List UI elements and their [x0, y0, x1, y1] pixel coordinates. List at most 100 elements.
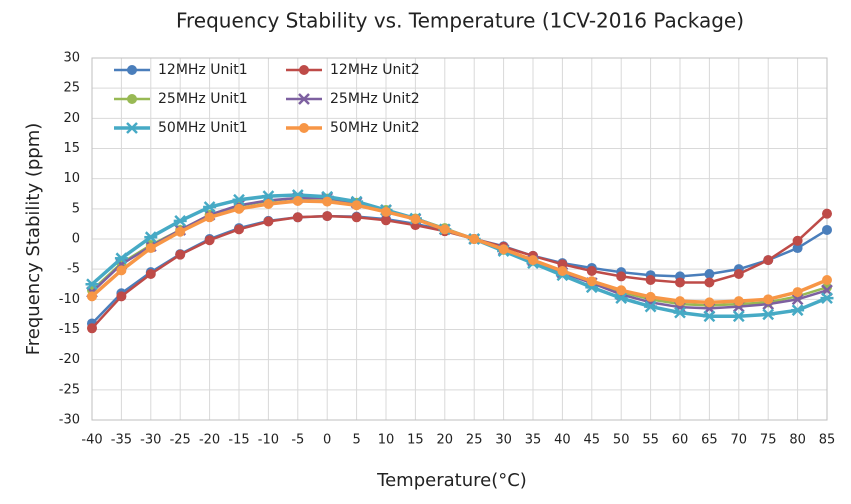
point — [127, 94, 137, 104]
point — [145, 268, 156, 279]
point — [439, 224, 450, 235]
point — [410, 214, 421, 225]
x-tick-label: -25 — [170, 433, 191, 448]
point — [733, 268, 744, 279]
x-tick-label: 20 — [437, 433, 454, 448]
point — [822, 224, 832, 235]
point — [234, 203, 244, 214]
point-stroke — [298, 93, 310, 105]
point — [675, 296, 685, 307]
legend-label: 25MHz Unit2 — [330, 91, 420, 107]
point — [204, 212, 215, 223]
point — [586, 265, 597, 276]
point — [614, 292, 628, 305]
x-tick-label: 40 — [554, 433, 571, 448]
point — [763, 294, 774, 305]
point — [263, 199, 274, 210]
x-tick-label: 50 — [613, 433, 630, 448]
x-tick-label: 45 — [584, 433, 601, 448]
point — [644, 300, 658, 313]
point — [528, 255, 538, 266]
point — [616, 285, 627, 296]
point — [292, 195, 303, 206]
legend-label: 50MHz Unit2 — [330, 120, 420, 136]
point — [820, 292, 834, 305]
point — [616, 271, 627, 282]
point — [125, 122, 139, 134]
legend-label: 50MHz Unit1 — [158, 120, 248, 136]
point — [85, 278, 99, 291]
legend-label: 25MHz Unit1 — [158, 91, 248, 107]
point — [792, 287, 803, 298]
point — [351, 200, 362, 211]
point — [673, 306, 687, 319]
point — [704, 297, 715, 308]
point — [792, 235, 803, 246]
y-tick-label: -20 — [59, 352, 80, 367]
point — [116, 291, 127, 302]
point — [586, 276, 597, 287]
y-tick-label: 10 — [63, 171, 80, 186]
point — [791, 304, 805, 317]
point — [704, 268, 715, 279]
point — [87, 291, 97, 302]
point — [792, 243, 803, 254]
point — [732, 310, 746, 323]
legend-label: 12MHz Unit1 — [158, 62, 248, 78]
x-tick-label: -10 — [258, 433, 279, 448]
x-tick-label: 0 — [323, 433, 331, 448]
x-tick-label: 85 — [819, 433, 836, 448]
y-tick-label: -10 — [59, 292, 80, 307]
x-tick-label: 55 — [642, 433, 659, 448]
point — [234, 224, 244, 235]
x-tick-label: -35 — [111, 433, 132, 448]
y-tick-label: -15 — [59, 322, 80, 337]
x-tick-label: 65 — [701, 433, 718, 448]
point — [116, 265, 127, 276]
point — [173, 215, 187, 227]
y-tick-label: 30 — [63, 51, 80, 66]
point — [298, 93, 310, 105]
y-tick-label: 5 — [72, 201, 80, 216]
point — [381, 215, 391, 226]
point — [203, 201, 217, 213]
x-tick-label: 30 — [495, 433, 512, 448]
x-tick-label: -40 — [81, 433, 102, 448]
point — [261, 190, 275, 203]
point-stroke — [791, 293, 804, 306]
point — [114, 252, 128, 265]
y-tick-label: -5 — [67, 262, 80, 277]
y-tick-label: 25 — [63, 81, 80, 96]
y-tick-label: 20 — [63, 111, 80, 126]
point — [702, 310, 716, 323]
x-tick-label: 70 — [731, 433, 748, 448]
point — [761, 308, 775, 321]
x-axis-title: Temperature(°C) — [376, 470, 527, 491]
y-tick-label: 15 — [63, 141, 80, 156]
point — [704, 277, 715, 288]
y-axis-title: Frequency Stability (ppm) — [23, 123, 44, 356]
x-tick-label: 5 — [352, 433, 360, 448]
point — [175, 226, 186, 237]
chart-title: Frequency Stability vs. Temperature (1CV… — [176, 9, 744, 33]
point — [299, 123, 309, 133]
y-tick-label: -30 — [59, 413, 80, 428]
point — [292, 212, 303, 223]
point — [822, 275, 832, 286]
point — [127, 65, 137, 75]
point — [351, 212, 362, 223]
x-tick-label: -15 — [228, 433, 249, 448]
point — [675, 277, 685, 288]
x-tick-label: 25 — [466, 433, 483, 448]
legend-label: 12MHz Unit2 — [330, 62, 420, 78]
point — [645, 275, 656, 286]
point — [144, 231, 158, 244]
point — [791, 293, 804, 306]
point — [557, 265, 568, 276]
point — [263, 216, 274, 227]
y-tick-label: 0 — [72, 232, 80, 247]
x-tick-label: -20 — [199, 433, 220, 448]
point — [763, 255, 774, 266]
x-tick-label: 75 — [760, 433, 777, 448]
